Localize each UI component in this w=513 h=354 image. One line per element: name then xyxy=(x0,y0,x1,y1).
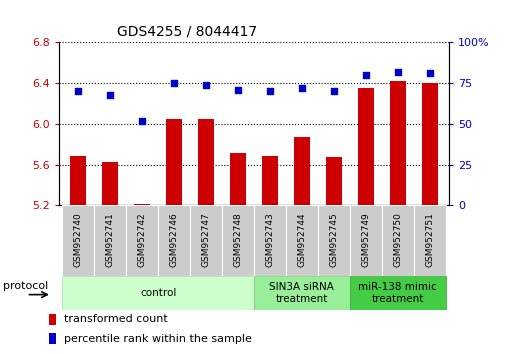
Text: percentile rank within the sample: percentile rank within the sample xyxy=(64,333,252,344)
Bar xyxy=(286,205,318,276)
Text: GSM952743: GSM952743 xyxy=(265,212,274,267)
Text: GSM952741: GSM952741 xyxy=(106,212,114,267)
Point xyxy=(138,118,146,124)
Point xyxy=(362,72,370,78)
Bar xyxy=(318,205,350,276)
Bar xyxy=(94,205,126,276)
Bar xyxy=(62,205,94,276)
Bar xyxy=(62,276,254,310)
Text: GSM952749: GSM952749 xyxy=(361,212,370,267)
Bar xyxy=(254,205,286,276)
Text: GSM952742: GSM952742 xyxy=(137,212,147,267)
Bar xyxy=(198,119,214,205)
Text: GSM952750: GSM952750 xyxy=(393,212,402,267)
Bar xyxy=(262,156,278,205)
Bar xyxy=(358,88,374,205)
Point xyxy=(330,88,338,94)
Bar xyxy=(350,276,446,310)
Bar xyxy=(413,205,446,276)
Bar xyxy=(422,83,438,205)
Bar xyxy=(390,81,406,205)
Text: miR-138 mimic
treatment: miR-138 mimic treatment xyxy=(359,282,437,304)
Text: GSM952744: GSM952744 xyxy=(298,212,306,267)
Text: control: control xyxy=(140,288,176,298)
Point xyxy=(106,92,114,97)
Bar xyxy=(326,158,342,205)
Text: GSM952748: GSM952748 xyxy=(233,212,243,267)
Point xyxy=(170,80,178,86)
Point xyxy=(234,87,242,92)
Point xyxy=(426,70,434,76)
Point xyxy=(298,85,306,91)
Bar xyxy=(230,153,246,205)
Bar xyxy=(222,205,254,276)
Text: transformed count: transformed count xyxy=(64,314,168,324)
Bar xyxy=(190,205,222,276)
Point xyxy=(393,69,402,75)
Text: protocol: protocol xyxy=(3,280,48,291)
Bar xyxy=(166,119,182,205)
Point xyxy=(266,88,274,94)
Bar xyxy=(126,205,158,276)
Point xyxy=(74,88,82,94)
Text: GSM952751: GSM952751 xyxy=(425,212,434,267)
Bar xyxy=(350,205,382,276)
Bar xyxy=(254,276,350,310)
Bar xyxy=(49,314,56,325)
Bar xyxy=(382,205,413,276)
Text: GDS4255 / 8044417: GDS4255 / 8044417 xyxy=(117,24,258,39)
Text: GSM952747: GSM952747 xyxy=(202,212,210,267)
Bar xyxy=(134,204,150,205)
Text: GSM952746: GSM952746 xyxy=(169,212,179,267)
Bar xyxy=(294,137,310,205)
Text: GSM952740: GSM952740 xyxy=(74,212,83,267)
Bar xyxy=(49,333,56,344)
Point xyxy=(202,82,210,88)
Text: SIN3A siRNA
treatment: SIN3A siRNA treatment xyxy=(269,282,334,304)
Text: GSM952745: GSM952745 xyxy=(329,212,339,267)
Bar xyxy=(70,156,86,205)
Bar xyxy=(102,161,118,205)
Bar xyxy=(158,205,190,276)
